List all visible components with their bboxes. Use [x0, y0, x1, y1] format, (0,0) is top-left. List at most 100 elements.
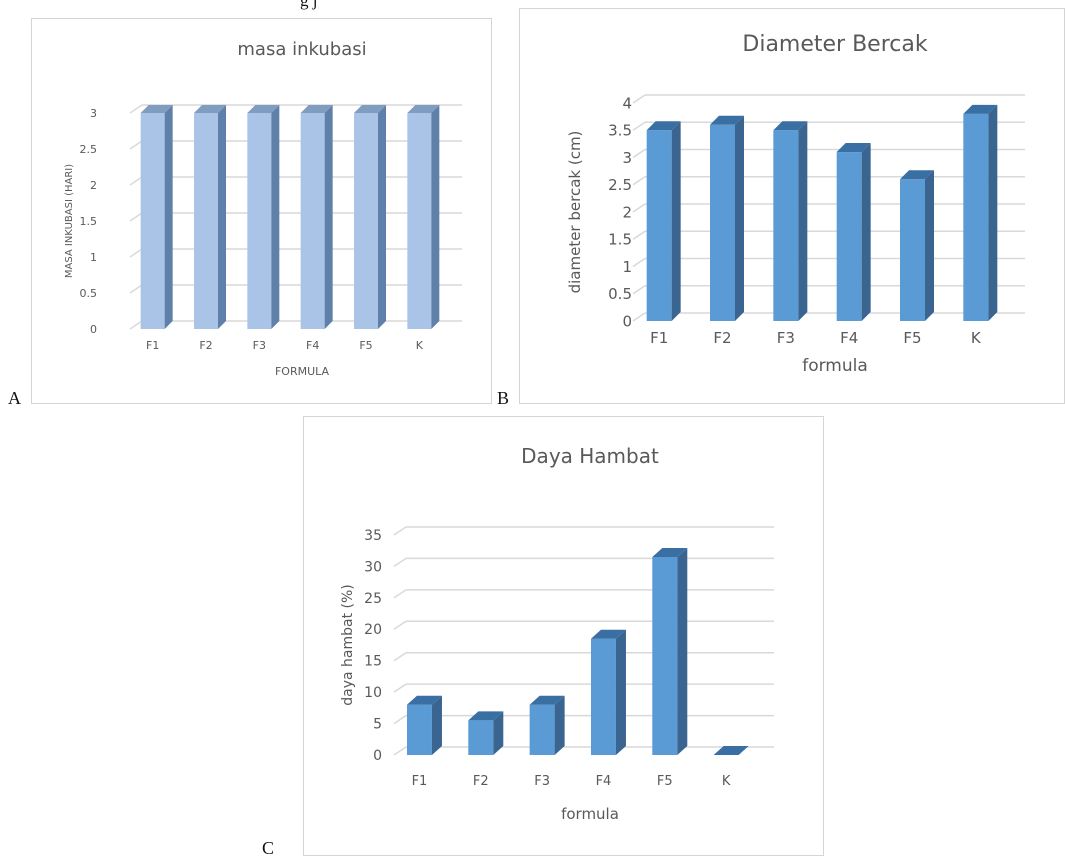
masa-inkubasi-x-tick-label: F2: [199, 339, 212, 352]
diameter-bercak-x-tick-label: F1: [650, 329, 668, 347]
masa-inkubasi-bar-top: [194, 105, 226, 113]
masa-inkubasi-bar-top: [140, 105, 173, 113]
masa-inkubasi-gridline-diag: [129, 104, 143, 114]
daya-hambat-bar-f1: [406, 695, 442, 755]
daya-hambat-x-axis-label: formula: [561, 805, 619, 823]
masa-inkubasi-y-tick-label: 0.5: [80, 287, 98, 300]
daya-hambat-bar-side: [554, 695, 565, 755]
daya-hambat-bar-side: [615, 629, 626, 755]
diameter-bercak-gridline-diag: [632, 94, 646, 104]
daya-hambat-bar-front: [652, 557, 678, 755]
daya-hambat-gridline-diag: [393, 557, 407, 568]
masa-inkubasi-x-tick-label: F4: [306, 339, 319, 352]
diameter-bercak-bar-k: [963, 104, 998, 322]
diameter-bercak-x-tick-label: F4: [840, 329, 858, 347]
daya-hambat-bar-top: [468, 711, 504, 721]
daya-hambat-bar-front: [529, 704, 555, 755]
daya-hambat-y-tick-label: 30: [364, 559, 382, 575]
daya-hambat-y-tick-label: 35: [364, 528, 382, 544]
diameter-bercak-bar-top: [836, 143, 871, 153]
diameter-bercak-bar-side: [988, 104, 998, 322]
masa-inkubasi-y-axis-label: MASA INKUBASI (HARI): [64, 164, 75, 278]
daya-hambat-bar-side: [677, 548, 688, 755]
masa-inkubasi-y-tick-label: 1.5: [80, 215, 98, 228]
daya-hambat-gridline-diag: [393, 526, 407, 536]
diameter-bercak-bar-f5: [900, 170, 934, 321]
daya-hambat-bar-top: [713, 746, 749, 755]
daya-hambat-y-tick-label: 20: [364, 622, 382, 638]
daya-hambat-bar-top: [590, 629, 626, 639]
diameter-bercak-bar-side: [671, 121, 681, 321]
diameter-bercak-x-axis-label: formula: [802, 356, 868, 376]
diameter-bercak-bar-f2: [710, 115, 744, 321]
diameter-bercak-gridline-diag: [632, 121, 646, 131]
masa-inkubasi-y-tick-label: 2: [90, 179, 97, 192]
daya-hambat-y-tick-label: 25: [364, 591, 382, 607]
panel-letter-a: A: [8, 388, 21, 408]
diameter-bercak-bar-top: [963, 104, 998, 114]
panel-letter-c: C: [262, 838, 275, 858]
masa-inkubasi-bar-top: [407, 105, 440, 113]
daya-hambat-gridline-diag: [393, 652, 407, 662]
daya-hambat-gridline-diag: [393, 746, 407, 756]
diameter-bercak-gridline-diag: [632, 257, 646, 268]
masa-inkubasi-bar-side: [164, 105, 173, 329]
diameter-bercak-bar-f4: [836, 143, 871, 321]
masa-inkubasi-bar-front: [407, 113, 432, 329]
diameter-bercak-y-tick-label: 2.5: [608, 176, 632, 194]
daya-hambat-y-tick-label: 0: [373, 748, 382, 764]
daya-hambat-gridline-diag: [393, 714, 407, 725]
masa-inkubasi-gridline-diag: [129, 284, 143, 294]
daya-hambat-x-tick-label: F3: [534, 774, 550, 789]
masa-inkubasi-bar-top: [354, 105, 386, 113]
diameter-bercak-bar-side: [798, 121, 808, 321]
diameter-bercak-bar-front: [773, 130, 799, 321]
diameter-bercak-gridline-diag: [632, 176, 646, 186]
daya-hambat-bar-f5: [652, 548, 688, 755]
diameter-bercak-bar-front: [963, 113, 989, 322]
masa-inkubasi-y-tick-label: 0: [90, 323, 97, 336]
daya-hambat-bar-k: [713, 746, 749, 755]
diameter-bercak-y-tick-label: 4: [622, 94, 632, 112]
diameter-bercak-y-tick-label: 2: [622, 203, 632, 221]
diameter-bercak-y-tick-label: 1.5: [608, 231, 632, 249]
chart-panel-diameter-bercak: 0 0.5 1 1.5 2 2.5 3 3.5 4 F1 F2 F3 F4 F5 K Diameter Ber…: [519, 8, 1065, 404]
masa-inkubasi-gridline-diag: [129, 320, 143, 330]
daya-hambat-bar-front: [590, 638, 616, 755]
masa-inkubasi-bar-top: [247, 105, 280, 113]
diameter-bercak-bar-top: [773, 121, 808, 131]
diameter-bercak-bar-front: [710, 124, 735, 321]
daya-hambat-bar-f2: [468, 711, 504, 755]
diameter-bercak-gridline-diag: [632, 230, 646, 240]
daya-hambat-y-tick-label: 15: [364, 654, 382, 670]
diameter-bercak-y-tick-label: 3.5: [608, 122, 632, 140]
masa-inkubasi-gridline-diag: [129, 212, 143, 222]
masa-inkubasi-x-axis-label: FORMULA: [275, 365, 330, 378]
daya-hambat-x-tick-label: K: [722, 774, 731, 789]
daya-hambat-x-tick-label: F5: [657, 774, 673, 789]
chart-daya-hambat: 0 5 10 15 20 25 30 35 F1 F2 F3 F4 F5 K Daya Hambat form…: [340, 444, 774, 823]
diameter-bercak-bar-side: [861, 143, 871, 321]
diameter-bercak-y-axis-label: diameter bercak (cm): [566, 131, 584, 294]
panel-letter-b: B: [497, 388, 510, 408]
daya-hambat-bar-f3: [529, 695, 565, 755]
daya-hambat-bar-side: [431, 695, 442, 755]
diameter-bercak-bar-top: [900, 170, 934, 180]
masa-inkubasi-bar-f2: [194, 105, 226, 329]
masa-inkubasi-bar-k: [407, 105, 440, 329]
diameter-bercak-y-tick-label: 0: [622, 312, 632, 330]
masa-inkubasi-bar-front: [140, 113, 165, 329]
daya-hambat-gridline-diag: [393, 589, 407, 599]
diameter-bercak-bar-front: [900, 179, 925, 321]
chart-diameter-bercak: 0 0.5 1 1.5 2 2.5 3 3.5 4 F1 F2 F3 F4 F5 K Diameter Ber…: [566, 32, 1025, 376]
masa-inkubasi-bar-f1: [140, 105, 173, 329]
masa-inkubasi-y-tick-label: 3: [90, 107, 97, 120]
masa-inkubasi-gridline-diag: [129, 248, 143, 258]
diameter-bercak-bar-side: [735, 115, 744, 321]
diameter-bercak-gridline-diag: [632, 148, 646, 159]
masa-inkubasi-bar-front: [354, 113, 378, 329]
diameter-bercak-x-tick-label: F2: [713, 329, 731, 347]
masa-inkubasi-gridline-diag: [129, 140, 143, 150]
daya-hambat-x-tick-label: F4: [596, 774, 612, 789]
